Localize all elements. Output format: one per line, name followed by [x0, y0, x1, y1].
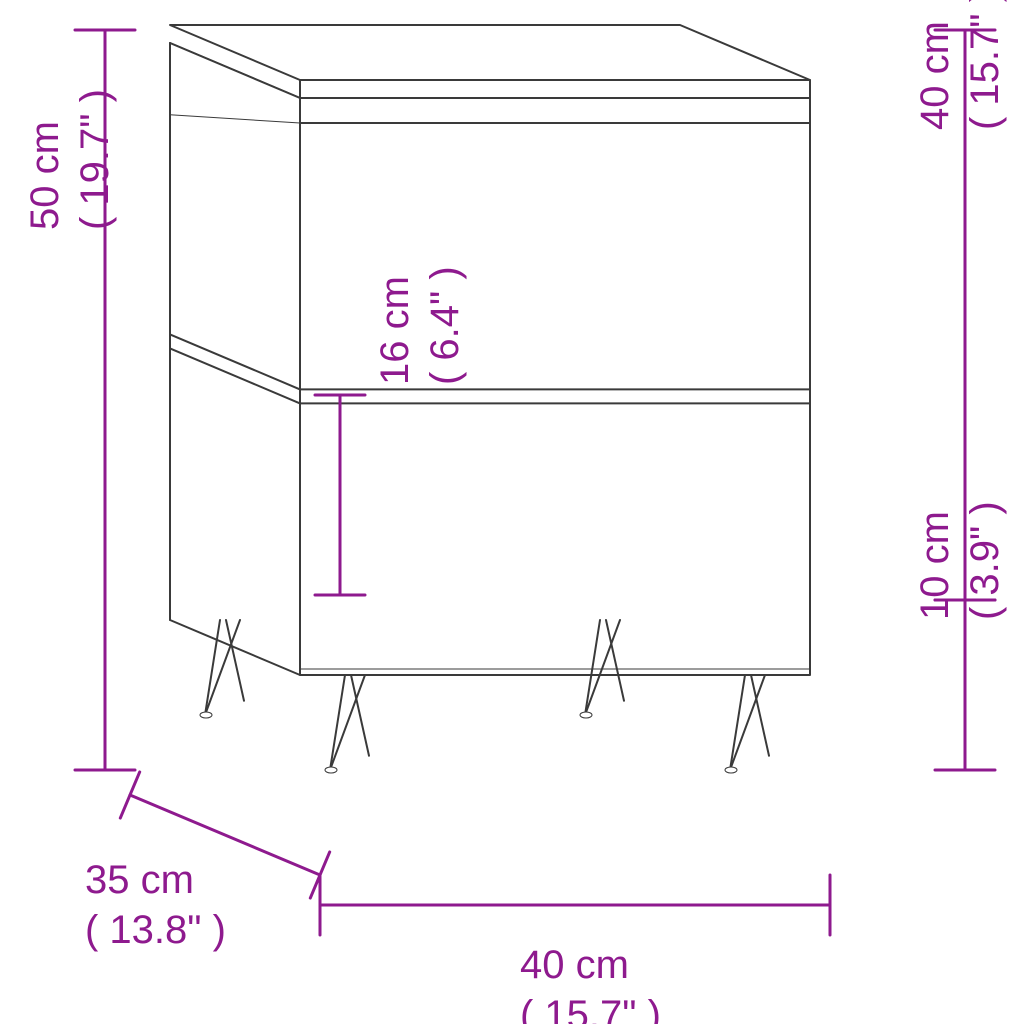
label-leg-height: 10 cm ( 3.9" )	[910, 501, 1010, 620]
dimension-diagram: { "colors": { "dimension": "#8e1a8e", "o…	[0, 0, 1024, 1024]
label-width: 40 cm ( 15.7" )	[520, 940, 661, 1024]
label-body-height: 40 cm ( 15.7" )	[910, 0, 1010, 130]
label-drawer-height: 16 cm ( 6.4" )	[370, 266, 470, 385]
label-total-height: 50 cm ( 19.7" )	[20, 89, 120, 230]
label-depth: 35 cm ( 13.8" )	[85, 855, 226, 955]
